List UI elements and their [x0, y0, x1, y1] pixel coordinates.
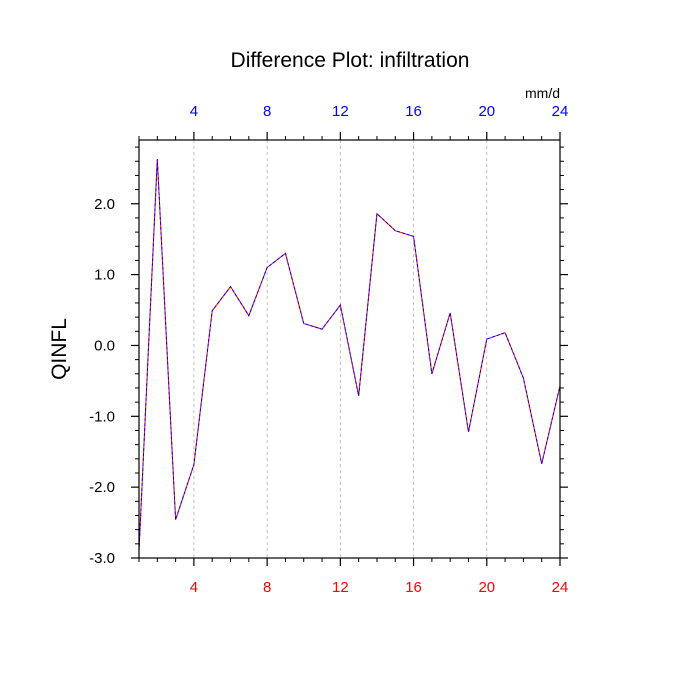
x-tick-label-bottom-4: 4: [190, 579, 198, 596]
series-line-0-base: [138, 159, 561, 551]
x-tick-label-top-12: 12: [332, 103, 349, 120]
x-tick-label-bottom-8: 8: [263, 579, 271, 596]
x-tick-label-top-16: 16: [405, 103, 422, 120]
y-tick-label--3.0: -3.0: [89, 550, 115, 567]
x-tick-label-bottom-20: 20: [478, 579, 495, 596]
tick-labels: 4 4 8 8 12 12 16 16 20 20 24 24 2.0 1.0 0.0 -1.0 -2.0 -3.…: [89, 103, 568, 596]
grid-lines: [193, 140, 488, 558]
y-axis-label: QINFL: [48, 318, 71, 380]
major-ticks: [131, 132, 568, 566]
series-line-0: [138, 159, 561, 551]
y-tick-label--2.0: -2.0: [89, 479, 115, 496]
units-label: mm/d: [525, 85, 560, 101]
x-tick-label-bottom-24: 24: [552, 579, 569, 596]
y-tick-label-1.0: 1.0: [94, 267, 115, 284]
y-tick-label-2.0: 2.0: [94, 196, 115, 213]
plot-frame: [138, 139, 561, 559]
minor-ticks: [135, 136, 564, 562]
x-tick-label-top-24: 24: [552, 103, 569, 120]
x-tick-label-top-4: 4: [190, 103, 198, 120]
chart-title: Difference Plot: infiltration: [231, 49, 470, 72]
x-tick-label-bottom-16: 16: [405, 579, 422, 596]
series-layer: [138, 159, 561, 551]
x-tick-label-top-8: 8: [263, 103, 271, 120]
x-tick-label-bottom-12: 12: [332, 579, 349, 596]
x-tick-label-top-20: 20: [478, 103, 495, 120]
y-tick-label--1.0: -1.0: [89, 408, 115, 425]
y-tick-label-0.0: 0.0: [94, 337, 115, 354]
